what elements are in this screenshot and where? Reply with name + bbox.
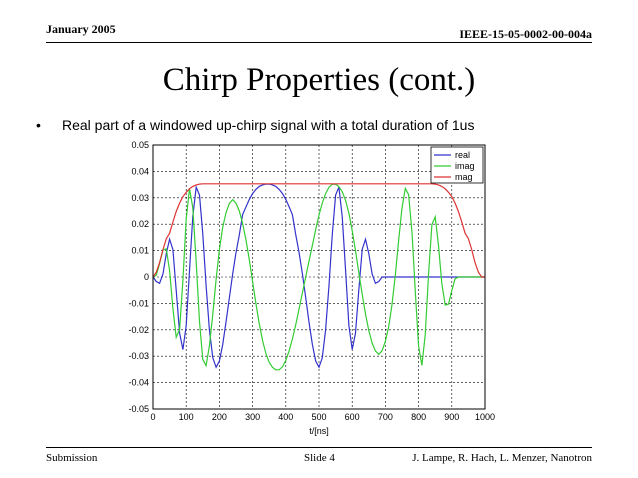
x-tick-label: 1000 bbox=[475, 412, 495, 422]
bullet-marker: • bbox=[36, 117, 41, 133]
legend-label-imag: imag bbox=[455, 161, 475, 171]
footer-authors: J. Lampe, R. Hach, L. Menzer, Nanotron bbox=[412, 452, 592, 464]
chirp-chart: 0 100 200 300 400 500 600 700 800 900 1000 0.05 0.04… bbox=[128, 140, 495, 436]
x-tick-label: 100 bbox=[179, 412, 194, 422]
x-tick-label: 0 bbox=[150, 412, 155, 422]
y-tick-label: -0.05 bbox=[128, 404, 149, 414]
x-tick-label: 300 bbox=[245, 412, 260, 422]
footer-slide-number: Slide 4 bbox=[304, 452, 335, 464]
x-tick-label: 900 bbox=[444, 412, 459, 422]
y-tick-label: -0.02 bbox=[128, 325, 149, 335]
plot-frame bbox=[152, 144, 486, 410]
y-tick-label: 0.02 bbox=[131, 219, 149, 229]
y-tick-label: 0.04 bbox=[131, 166, 149, 176]
footer-submission: Submission bbox=[46, 452, 98, 464]
x-tick-label: 500 bbox=[311, 412, 326, 422]
y-tick-label: -0.01 bbox=[128, 298, 149, 308]
x-tick-label: 400 bbox=[278, 412, 293, 422]
header-date: January 2005 bbox=[46, 22, 116, 36]
x-axis-label: t/[ns] bbox=[309, 426, 329, 436]
header-doc-id: IEEE-15-05-0002-00-004a bbox=[459, 27, 592, 41]
legend-label-mag: mag bbox=[455, 172, 473, 182]
legend-label-real: real bbox=[455, 150, 470, 160]
bullet-item: • Real part of a windowed up-chirp signal… bbox=[36, 117, 474, 133]
series-line-mag bbox=[152, 183, 485, 278]
y-tick-label: 0 bbox=[144, 272, 149, 282]
footer-divider bbox=[46, 447, 592, 448]
series-line-imag bbox=[152, 183, 485, 371]
header-divider bbox=[46, 42, 592, 43]
y-tick-label: 0.03 bbox=[131, 193, 149, 203]
slide-title: Chirp Properties (cont.) bbox=[162, 62, 476, 98]
y-tick-label: -0.04 bbox=[128, 378, 149, 388]
y-tick-label: -0.03 bbox=[128, 351, 149, 361]
x-tick-label: 600 bbox=[345, 412, 360, 422]
series-line-real bbox=[152, 183, 485, 369]
y-tick-label: 0.01 bbox=[131, 246, 149, 256]
x-tick-label: 200 bbox=[212, 412, 227, 422]
x-tick-label: 700 bbox=[378, 412, 393, 422]
x-tick-label: 800 bbox=[411, 412, 426, 422]
bullet-text: Real part of a windowed up-chirp signal … bbox=[62, 117, 475, 133]
y-tick-label: 0.05 bbox=[131, 140, 149, 150]
